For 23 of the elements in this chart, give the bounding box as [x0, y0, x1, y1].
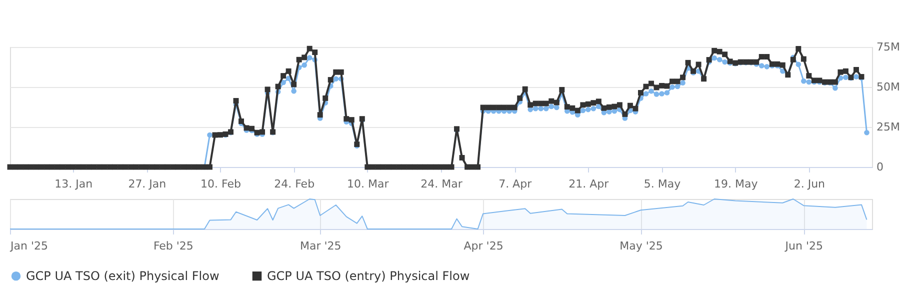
x-tick-label: 7. Apr	[498, 178, 532, 190]
x-tick-label: 24. Feb	[274, 178, 315, 190]
x-tick-label: 27. Jan	[128, 178, 166, 190]
x-tick-label: 10. Feb	[200, 178, 241, 190]
x-tick-label: Jan '25	[10, 240, 48, 252]
x-tick-label: 19. May	[714, 178, 758, 190]
x-tick-label: Apr '25	[464, 240, 504, 252]
y-tick-label: 50M	[876, 80, 900, 94]
x-tick-label: 10. Mar	[347, 178, 390, 190]
legend-label: GCP UA TSO (exit) Physical Flow	[26, 269, 220, 284]
x-tick-label: Jun '25	[784, 240, 824, 252]
x-tick-label: 5. May	[644, 178, 682, 190]
x-tick-label: 24. Mar	[420, 178, 463, 190]
x-tick-label: 2. Jun	[794, 178, 826, 190]
y-tick-label: 75M	[876, 40, 900, 54]
x-tick-label: 21. Apr	[568, 178, 610, 190]
x-tick-label: May '25	[620, 240, 663, 252]
x-tick-label: Feb '25	[153, 240, 194, 252]
x-tick-label: Mar '25	[300, 240, 342, 252]
y-tick-label: 0	[876, 160, 884, 174]
legend-label: GCP UA TSO (entry) Physical Flow	[267, 269, 470, 284]
x-tick-label: 13. Jan	[54, 178, 93, 190]
y-tick-label: 25M	[876, 120, 900, 134]
